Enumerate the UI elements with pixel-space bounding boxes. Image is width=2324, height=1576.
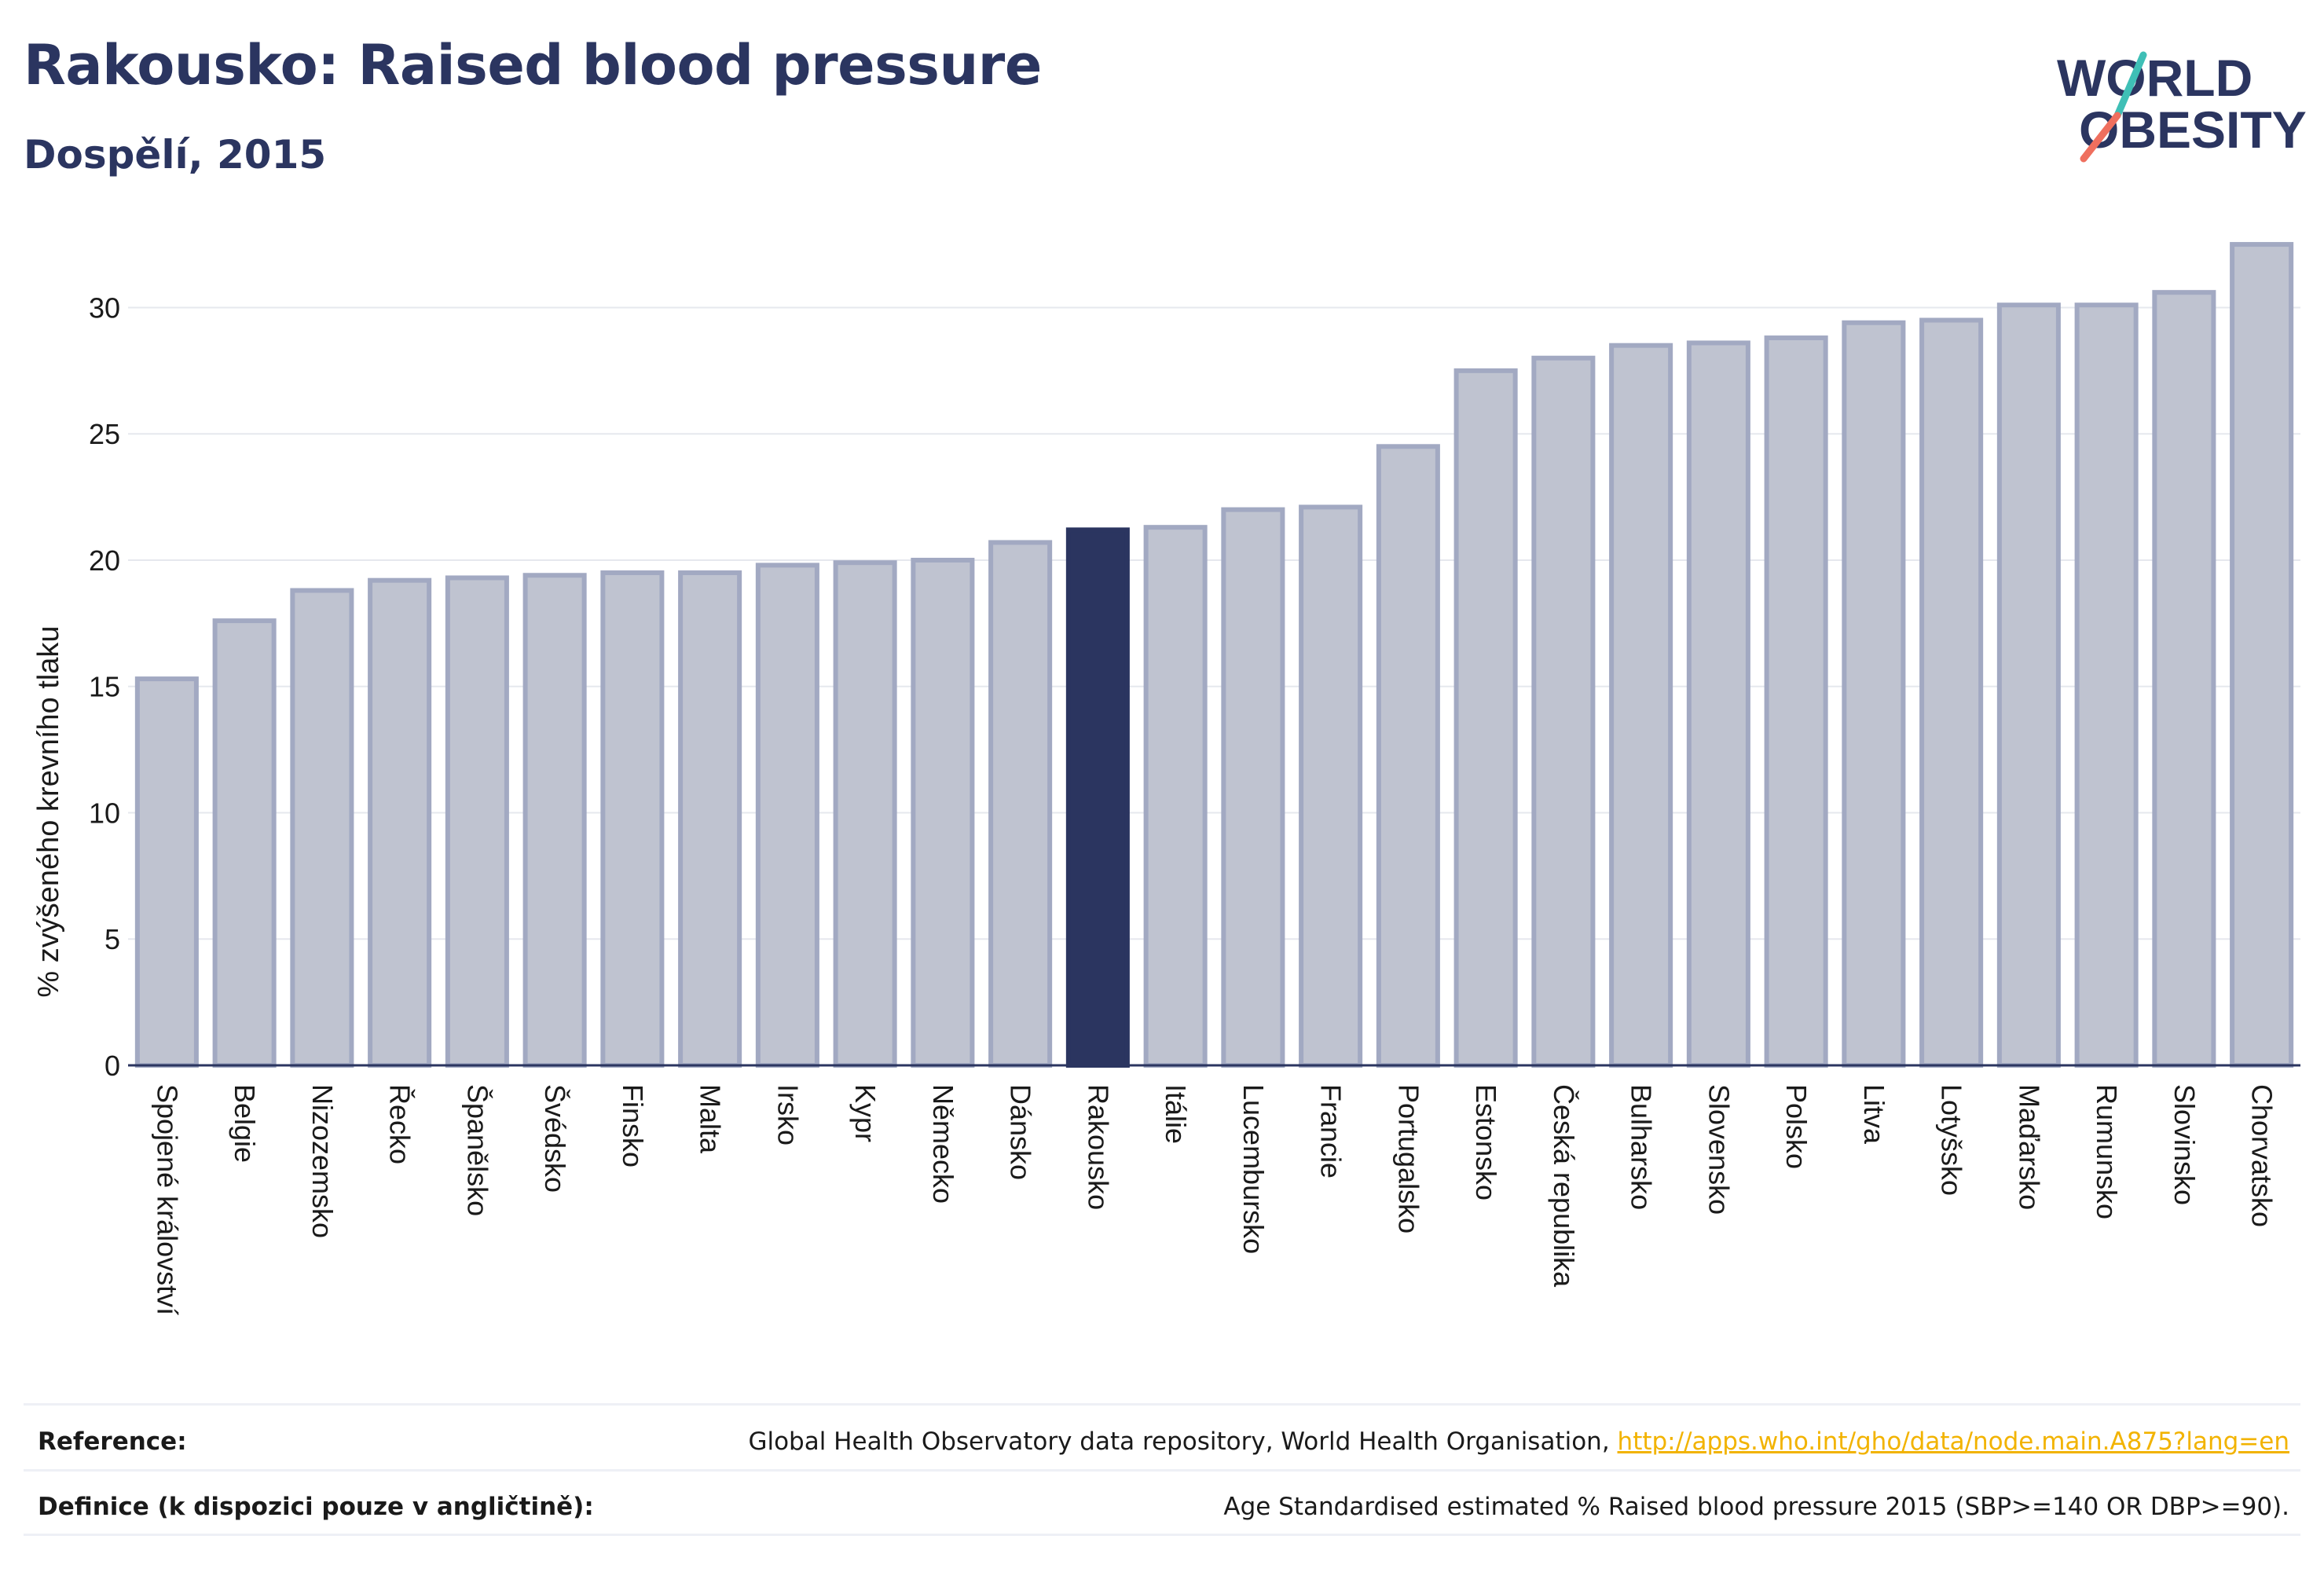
y-tick-label: 25	[89, 418, 120, 450]
y-tick-label: 10	[89, 797, 120, 829]
reference-source: Global Health Observatory data repositor…	[748, 1428, 1618, 1456]
footer-divider-bottom	[24, 1534, 2300, 1536]
bar-9	[833, 560, 897, 1068]
x-tick-label: Lucembursko	[1237, 1084, 1270, 1254]
bar-27	[2230, 242, 2294, 1068]
bar-21	[1764, 335, 1828, 1068]
x-tick-label: Polsko	[1780, 1084, 1813, 1169]
bar-4	[445, 575, 509, 1068]
world-obesity-logo: WORLD OBESITY	[2057, 49, 2307, 163]
page-title: Rakousko: Raised blood pressure	[24, 33, 1042, 97]
reference-label: Reference:	[38, 1428, 187, 1456]
bar-24	[1996, 302, 2061, 1068]
y-tick-label: 30	[89, 291, 120, 324]
x-tick-labels: Spojené království Belgie Nizozemsko Řecko Š…	[151, 1084, 2278, 1315]
x-tick-label: Chorvatsko	[2246, 1084, 2278, 1227]
bar-18	[1531, 355, 1596, 1068]
reference-text: Global Health Observatory data repositor…	[748, 1428, 2289, 1456]
x-tick-label: Belgie	[229, 1084, 261, 1163]
bar-chart: 0 5 10 15 20 25 30 Spojené království Belgie Niz…	[32, 242, 2300, 1315]
x-tick-label: Nizozemsko	[306, 1084, 339, 1238]
x-tick-label: Rumunsko	[2091, 1084, 2123, 1219]
bar-1	[212, 618, 277, 1068]
logo-word-world: WORLD	[2057, 49, 2253, 107]
footer-divider-middle	[24, 1469, 2300, 1472]
x-tick-label: Finsko	[617, 1084, 649, 1167]
bar-5	[522, 573, 587, 1068]
page-subtitle: Dospělí, 2015	[24, 132, 327, 178]
logo-slash-teal	[2113, 51, 2147, 119]
x-tick-label: Itálie	[1160, 1084, 1192, 1144]
bar-25	[2074, 302, 2139, 1068]
x-tick-label: Spojené království	[151, 1084, 183, 1315]
bar-20	[1686, 340, 1750, 1068]
bar-22	[1842, 320, 1906, 1068]
y-tick-label: 15	[89, 671, 120, 703]
y-tick-label: 5	[104, 923, 120, 955]
bar-8	[755, 563, 819, 1068]
y-tick-labels: 0 5 10 15 20 25 30	[89, 291, 120, 1082]
bar-11	[988, 540, 1053, 1068]
bar-10	[911, 557, 975, 1068]
bar-0	[134, 676, 199, 1068]
bar-7	[678, 570, 742, 1068]
y-tick-label: 20	[89, 544, 120, 577]
x-tick-label: Slovensko	[1703, 1084, 1735, 1215]
x-tick-label: Estonsko	[1470, 1084, 1502, 1200]
y-tick-label: 0	[104, 1050, 120, 1082]
x-tick-label: Španělsko	[461, 1084, 493, 1216]
bar-6	[600, 570, 665, 1068]
x-tick-label: Rakousko	[1082, 1084, 1114, 1210]
x-tick-label: Litva	[1858, 1084, 1890, 1145]
bar-2	[290, 588, 354, 1068]
bar-15	[1299, 504, 1363, 1068]
x-tick-label: Francie	[1315, 1084, 1347, 1178]
reference-link[interactable]: http://apps.who.int/gho/data/node.main.A…	[1617, 1428, 2289, 1456]
definition-text: Age Standardised estimated % Raised bloo…	[1223, 1493, 2289, 1521]
x-tick-label: Lotyšsko	[1936, 1084, 1968, 1196]
x-tick-label: Řecko	[384, 1084, 416, 1164]
bar-17	[1453, 368, 1518, 1068]
footer-divider-top	[24, 1403, 2300, 1406]
bar-16	[1376, 444, 1440, 1068]
x-tick-label: Česká republika	[1548, 1084, 1580, 1288]
x-tick-label: Slovinsko	[2168, 1084, 2201, 1205]
bar-14	[1221, 507, 1285, 1068]
bar-13	[1143, 525, 1208, 1068]
x-tick-label: Bulharsko	[1626, 1084, 1658, 1210]
x-tick-label: Irsko	[772, 1084, 804, 1145]
x-tick-label: Maďarsko	[2013, 1084, 2045, 1210]
logo-slash-coral	[2080, 112, 2121, 163]
x-tick-label: Portugalsko	[1392, 1084, 1424, 1233]
definition-label: Definice (k dispozici pouze v angličtině…	[38, 1493, 594, 1521]
x-tick-label: Kypr	[849, 1084, 882, 1142]
bar-3	[368, 577, 432, 1068]
x-tick-label: Malta	[695, 1084, 727, 1154]
bar-19	[1609, 343, 1673, 1068]
y-axis-label: % zvýšeného krevního tlaku	[32, 625, 65, 997]
bars	[134, 242, 2294, 1068]
bar-23	[1919, 317, 1984, 1068]
x-tick-label: Dánsko	[1005, 1084, 1037, 1180]
x-tick-label: Německo	[927, 1084, 959, 1204]
bar-26	[2152, 290, 2216, 1068]
bar-12	[1065, 527, 1130, 1068]
x-tick-label: Švédsko	[539, 1084, 571, 1193]
